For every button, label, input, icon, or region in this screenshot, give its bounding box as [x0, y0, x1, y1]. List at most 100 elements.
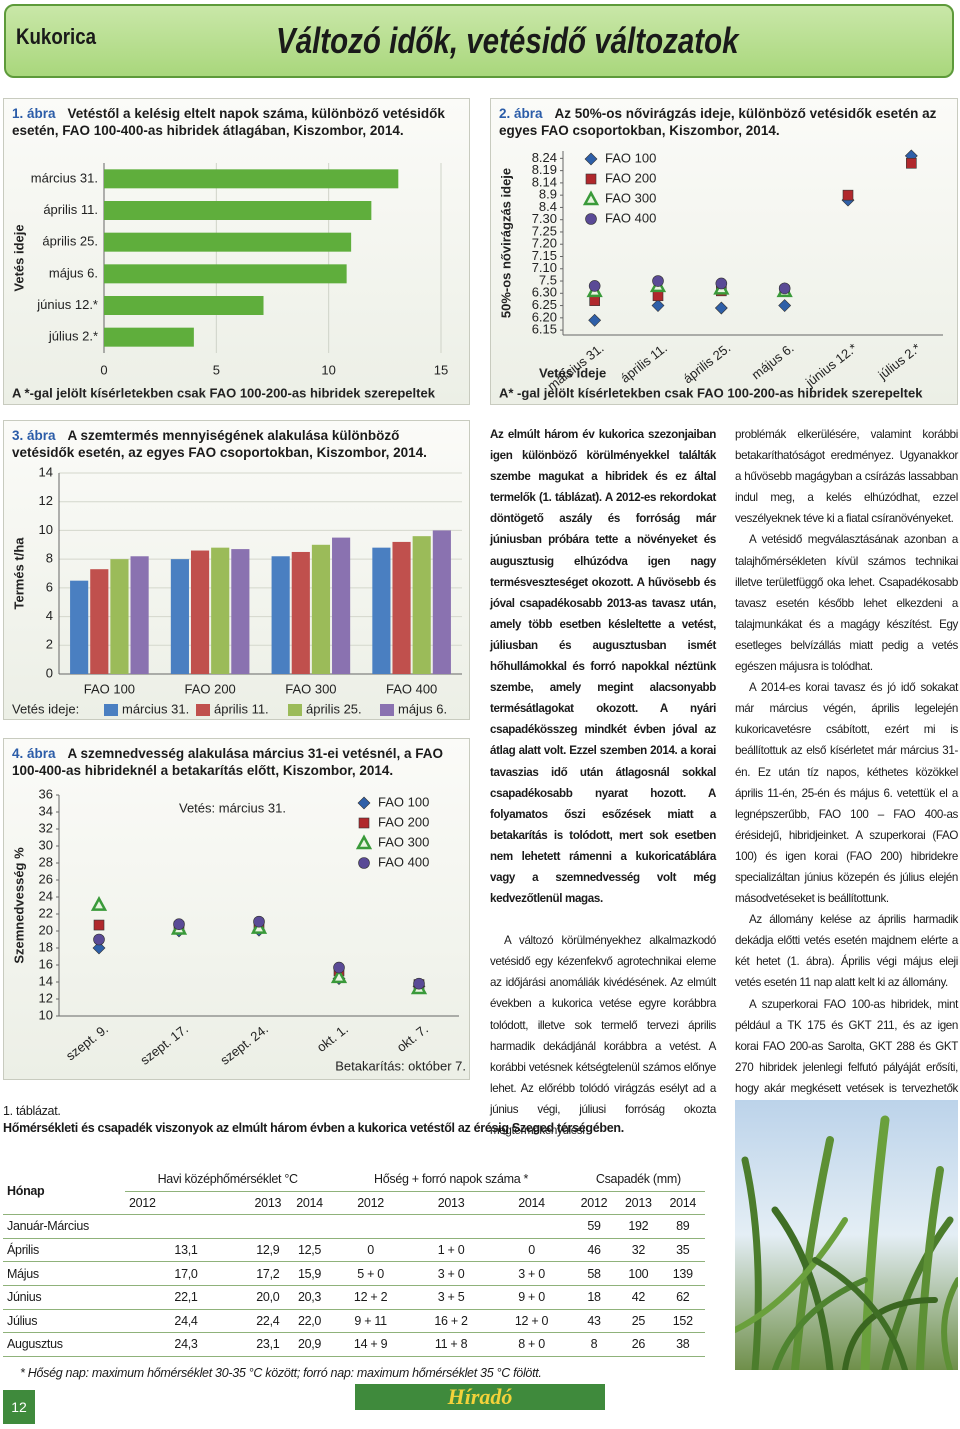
x-tick-label: FAO 300 [285, 681, 336, 696]
y-tick-label: 6.30 [532, 285, 557, 300]
magazine-name: Híradó [447, 1384, 513, 1409]
value-cell: 15,9 [288, 1261, 331, 1286]
section-name: Kukorica [16, 24, 97, 49]
legend-marker [357, 796, 371, 810]
value-cell [410, 1214, 492, 1239]
y-tick-label: 7.15 [532, 248, 557, 263]
data-point [778, 299, 792, 312]
figure-label: 2. ábra [499, 106, 543, 121]
value-cell: 152 [660, 1309, 705, 1334]
year-header: 2014 [491, 1191, 572, 1216]
value-cell: 32 [616, 1238, 661, 1263]
x-tick-label: április 25. [680, 340, 733, 386]
value-cell: 14 + 9 [330, 1332, 411, 1357]
data-point [842, 189, 854, 201]
figure-caption: 3. ábra A szemtermés mennyiségének alakul… [12, 427, 461, 461]
data-point [589, 295, 600, 306]
y-tick-label: 7.10 [532, 260, 557, 275]
legend-marker [355, 834, 373, 850]
value-cell: 58 [571, 1261, 617, 1286]
y-tick-label: 14 [39, 973, 53, 988]
figure-caption: 2. ábra Az 50%-os nővirágzás ideje, külön… [499, 105, 949, 139]
paragraph: A változó körülményekhez alkalmazkodó ve… [490, 934, 716, 1137]
value-cell [125, 1214, 247, 1239]
y-tick-label: április 11. [43, 202, 98, 217]
data-point [330, 968, 348, 984]
magazine-banner: Híradó [355, 1384, 605, 1410]
x-tick-label: szept. 9. [63, 1021, 111, 1063]
text-column: Az elmúlt három év kukorica szezonjaiban… [490, 424, 716, 1141]
x-tick-label: FAO 100 [84, 681, 135, 696]
value-cell: 17,0 [125, 1261, 247, 1286]
value-cell: 22,0 [288, 1309, 331, 1334]
figure-panel: Szemnedvesség % Vetés: március 31. Betakar… [3, 738, 470, 1080]
data-point [652, 275, 664, 287]
legend-label: április 11. [214, 701, 269, 716]
y-tick-label: 2 [46, 637, 53, 652]
paragraph: problémák elkerülésére, valamint korábbi… [735, 428, 958, 526]
figure-title: Vetéstől a kelésig eltelt napok száma, k… [12, 106, 445, 138]
y-tick-label: 7.25 [532, 223, 557, 238]
table-row: Április 13,1 12,9 12,5 0 1 + 0 0 46 32 35 [3, 1238, 705, 1263]
data-point [413, 977, 425, 990]
paragraph: Az állomány kelése az április harmadik d… [735, 913, 958, 990]
legend-label: FAO 100 [605, 150, 656, 165]
x-tick-label: június 12.* [802, 340, 860, 390]
column-header: Hónap [3, 1168, 125, 1216]
value-cell: 11 + 8 [410, 1332, 492, 1357]
value-cell: 46 [571, 1238, 617, 1263]
y-tick-label: 8.24 [532, 150, 557, 165]
bar [130, 556, 149, 674]
value-cell: 8 [571, 1332, 617, 1357]
paragraph: A 2014-es korai tavasz és jó idő sokakat… [735, 681, 958, 906]
legend-label: április 25. [306, 701, 362, 716]
figure-caption: 1. ábra Vetéstől a kelésig eltelt napok s… [12, 105, 461, 139]
value-cell: 26 [616, 1332, 661, 1357]
legend-label: FAO 400 [378, 854, 429, 869]
figure-label: 4. ábra [12, 746, 56, 761]
figure-note: A *-gal jelölt kísérletekben csak FAO 10… [12, 385, 436, 400]
value-cell [491, 1214, 572, 1239]
legend-label: FAO 200 [605, 170, 656, 185]
bar [412, 536, 431, 674]
value-cell: 35 [660, 1238, 705, 1263]
article-title: Változó idők, vetésidő változatok [276, 20, 739, 61]
text-column: problémák elkerülésére, valamint korábbi… [735, 424, 958, 1141]
value-cell: 1 + 0 [410, 1238, 492, 1263]
year-header: 2012 [330, 1191, 411, 1216]
y-tick-label: 10 [39, 1007, 53, 1022]
annotation: Betakarítás: október 7. [335, 1058, 466, 1073]
value-cell: 24,4 [125, 1309, 247, 1334]
legend-swatch [104, 704, 118, 716]
table-caption: 1. táblázat. Hőmérsékleti és csapadék vi… [3, 1103, 723, 1137]
value-cell: 43 [571, 1309, 617, 1334]
x-axis-label: Vetés ideje [539, 365, 606, 380]
legend-marker [585, 213, 597, 225]
figure-panel: 50%-os nővirágzás ideje A* -gal jelölt kí… [490, 98, 958, 405]
value-cell: 9 + 0 [491, 1285, 572, 1310]
x-tick-label: FAO 400 [386, 681, 437, 696]
month-cell: Július [3, 1309, 125, 1334]
x-tick-label: 5 [213, 362, 220, 377]
legend-swatch [380, 704, 394, 716]
bar [211, 547, 230, 674]
bar [70, 580, 89, 674]
value-cell: 22,1 [125, 1285, 247, 1310]
month-cell: Május [3, 1261, 125, 1286]
page-number: 12 [3, 1390, 35, 1424]
x-tick-label: május 6. [749, 340, 797, 382]
value-cell: 5 + 0 [330, 1261, 411, 1286]
legend-marker [358, 857, 370, 869]
value-cell: 22,4 [247, 1309, 289, 1334]
x-tick-label: július 2.* [875, 340, 924, 383]
bar [104, 264, 347, 284]
y-tick-label: április 25. [42, 234, 98, 249]
figure-panel: Vetés ideje A *-gal jelölt kísérletekben … [3, 98, 470, 405]
y-tick-label: 20 [39, 922, 53, 937]
bar [110, 559, 129, 674]
y-tick-label: 12 [39, 493, 53, 508]
data-point [715, 277, 728, 290]
